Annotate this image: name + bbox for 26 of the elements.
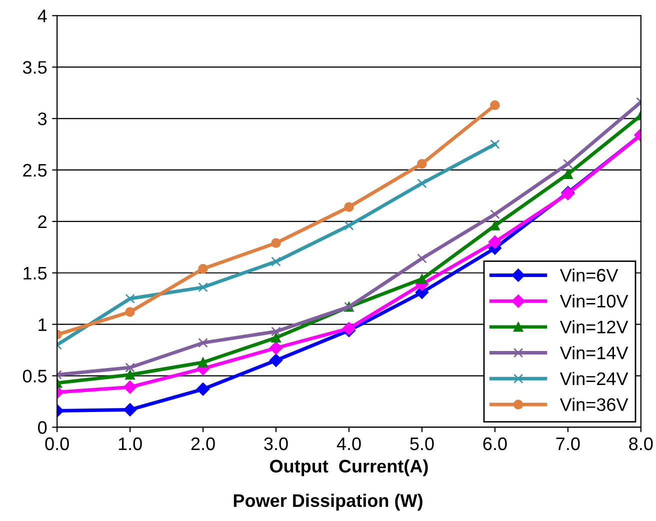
y-tick-label: 1: [38, 318, 46, 331]
x-tick-label: 3.0: [264, 437, 288, 450]
x-tick-label: 4.0: [336, 437, 361, 450]
y-tick-label: 0: [38, 421, 47, 434]
legend-label: Vin=24V: [560, 372, 628, 385]
x-tick-label: 1.0: [118, 437, 142, 450]
y-tick-label: 0.5: [22, 370, 47, 382]
x-tick-label: 7.0: [556, 437, 580, 450]
y-tick-label: 1.5: [24, 266, 47, 280]
x-tick-label: 2.0: [191, 437, 215, 450]
text: Power Dissipation (W): [234, 494, 422, 511]
y-tick-label: 2: [38, 215, 46, 228]
y-tick-label: 4: [38, 10, 47, 22]
x-axis-title: Output Current(A): [270, 459, 428, 476]
legend-label: Vin=6V: [560, 268, 618, 282]
x-tick-label: 8.0: [629, 437, 653, 450]
y-tick-label: 3: [38, 112, 47, 126]
legend-label: Vin=14V: [560, 346, 628, 360]
legend-label: Vin=10V: [560, 294, 628, 308]
legend-label: Vin=12V: [560, 320, 628, 334]
x-tick-label: 6.0: [483, 437, 507, 450]
x-tick-label: 0.0: [45, 437, 69, 450]
y-tick-label: 2.5: [23, 164, 47, 177]
legend-label: Vin=36V: [560, 398, 628, 412]
y-tick-label: 3.5: [22, 61, 47, 74]
x-tick-label: 5.0: [410, 437, 434, 450]
